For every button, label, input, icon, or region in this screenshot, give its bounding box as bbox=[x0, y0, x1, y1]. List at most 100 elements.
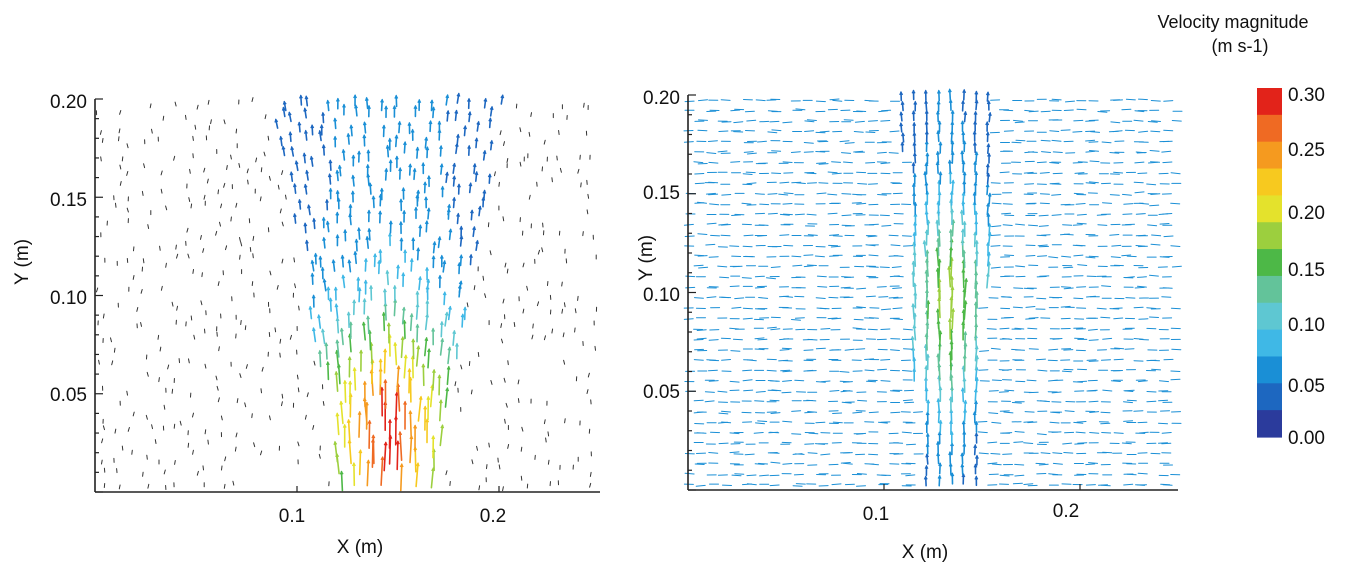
right-vector-arrow bbox=[782, 380, 792, 382]
left-vector-arrow bbox=[127, 427, 130, 432]
colorbar-swatch bbox=[1257, 410, 1282, 438]
right-vector-arrow bbox=[1015, 139, 1026, 142]
left-vector-arrow bbox=[543, 419, 546, 425]
left-vector-arrow bbox=[119, 181, 122, 186]
right-vector-arrow bbox=[864, 358, 875, 360]
right-vector-arrow bbox=[1124, 389, 1135, 392]
right-vector-arrow bbox=[1111, 244, 1122, 247]
right-vector-arrow bbox=[961, 99, 965, 112]
right-vector-arrow bbox=[880, 120, 891, 122]
right-vector-arrow bbox=[731, 306, 742, 309]
right-vector-arrow bbox=[706, 152, 717, 154]
right-vector-arrow bbox=[683, 141, 694, 143]
left-vector-arrow bbox=[230, 216, 232, 222]
left-vector-arrow bbox=[437, 274, 442, 289]
left-vector-arrow bbox=[430, 467, 436, 489]
left-vector-arrow bbox=[318, 255, 323, 268]
left-vector-arrow bbox=[577, 168, 580, 174]
left-vector-arrow bbox=[192, 449, 194, 455]
right-vector-arrow bbox=[742, 379, 753, 382]
left-vector-arrow bbox=[502, 298, 505, 304]
right-vector-arrow bbox=[991, 202, 1002, 205]
left-vector-arrow bbox=[365, 235, 370, 249]
left-vector-arrow bbox=[437, 120, 442, 133]
right-vector-arrow bbox=[857, 183, 868, 185]
left-vector-arrow bbox=[352, 299, 357, 316]
right-vector-arrow bbox=[771, 389, 782, 392]
right-vector-arrow bbox=[781, 391, 792, 394]
right-vector-arrow bbox=[1076, 421, 1087, 423]
right-vector-arrow bbox=[888, 152, 899, 154]
right-vector-arrow bbox=[893, 255, 904, 257]
right-vector-arrow bbox=[868, 120, 878, 122]
right-vector-arrow bbox=[840, 286, 851, 289]
right-vector-arrow bbox=[961, 160, 966, 173]
right-vector-arrow bbox=[696, 337, 707, 340]
left-vector-arrow bbox=[165, 205, 168, 211]
right-vector-arrow bbox=[935, 161, 940, 174]
right-vector-arrow bbox=[815, 297, 826, 299]
left-vector-arrow bbox=[447, 346, 452, 365]
left-vector-arrow bbox=[456, 183, 461, 195]
right-vector-arrow bbox=[1061, 370, 1072, 373]
right-vector-arrow bbox=[902, 328, 913, 331]
left-vector-arrow bbox=[381, 124, 386, 138]
left-vector-arrow bbox=[506, 158, 509, 163]
right-vector-arrow bbox=[961, 420, 966, 434]
left-vector-arrow bbox=[513, 322, 516, 327]
left-vector-arrow bbox=[165, 262, 167, 268]
right-vector-arrow bbox=[1126, 473, 1137, 476]
left-vector-arrow bbox=[586, 389, 589, 394]
right-vector-arrow bbox=[906, 443, 916, 446]
left-vector-field bbox=[95, 92, 598, 492]
left-vector-arrow bbox=[239, 254, 241, 260]
left-vector-arrow bbox=[206, 178, 209, 184]
left-vector-arrow bbox=[387, 137, 392, 151]
colorbar-unit: (m s-1) bbox=[1212, 36, 1269, 56]
right-vector-arrow bbox=[755, 422, 765, 425]
left-vector-arrow bbox=[499, 130, 502, 136]
left-vector-arrow bbox=[167, 364, 170, 370]
right-vector-arrow bbox=[972, 130, 977, 142]
right-vector-arrow bbox=[697, 255, 708, 257]
right-vector-arrow bbox=[901, 235, 912, 237]
right-vector-arrow bbox=[1171, 120, 1182, 122]
left-vector-arrow bbox=[185, 114, 187, 120]
right-vector-arrow bbox=[1039, 172, 1050, 174]
right-vector-arrow bbox=[698, 99, 708, 102]
left-vector-arrow bbox=[366, 149, 371, 162]
right-vector-arrow bbox=[912, 121, 917, 133]
left-vector-arrow bbox=[118, 136, 120, 142]
right-vector-arrow bbox=[1170, 378, 1181, 381]
right-vector-arrow bbox=[1126, 399, 1137, 402]
right-vector-arrow bbox=[1149, 316, 1159, 318]
left-vector-arrow bbox=[408, 163, 413, 176]
right-vector-arrow bbox=[729, 451, 740, 454]
right-vector-arrow bbox=[806, 172, 817, 175]
left-vector-arrow bbox=[101, 438, 104, 444]
right-vector-arrow bbox=[757, 420, 768, 422]
right-vector-arrow bbox=[831, 172, 842, 175]
left-vector-arrow bbox=[279, 135, 283, 147]
right-vector-arrow bbox=[814, 255, 825, 258]
right-vector-arrow bbox=[1039, 202, 1050, 205]
right-vector-arrow bbox=[684, 100, 695, 103]
right-vector-arrow bbox=[876, 286, 887, 288]
left-vector-arrow bbox=[325, 361, 330, 381]
left-vector-arrow bbox=[118, 128, 121, 134]
left-vector-arrow bbox=[333, 135, 338, 148]
right-y-tick-label: 0.20 bbox=[643, 88, 680, 109]
right-vector-arrow bbox=[769, 484, 780, 487]
right-vector-arrow bbox=[1051, 214, 1062, 216]
left-vector-arrow bbox=[102, 425, 105, 431]
left-vector-arrow bbox=[425, 266, 430, 281]
right-vector-arrow bbox=[1060, 129, 1071, 131]
left-vector-arrow bbox=[408, 410, 413, 439]
right-y-tick-label: 0.10 bbox=[643, 285, 680, 306]
right-vector-arrow bbox=[694, 182, 705, 185]
right-vector-arrow bbox=[778, 193, 789, 196]
right-vector-arrow bbox=[1077, 264, 1088, 266]
right-vector-arrow bbox=[829, 98, 840, 101]
right-vector-arrow bbox=[769, 120, 780, 123]
right-vector-arrow bbox=[902, 370, 912, 372]
